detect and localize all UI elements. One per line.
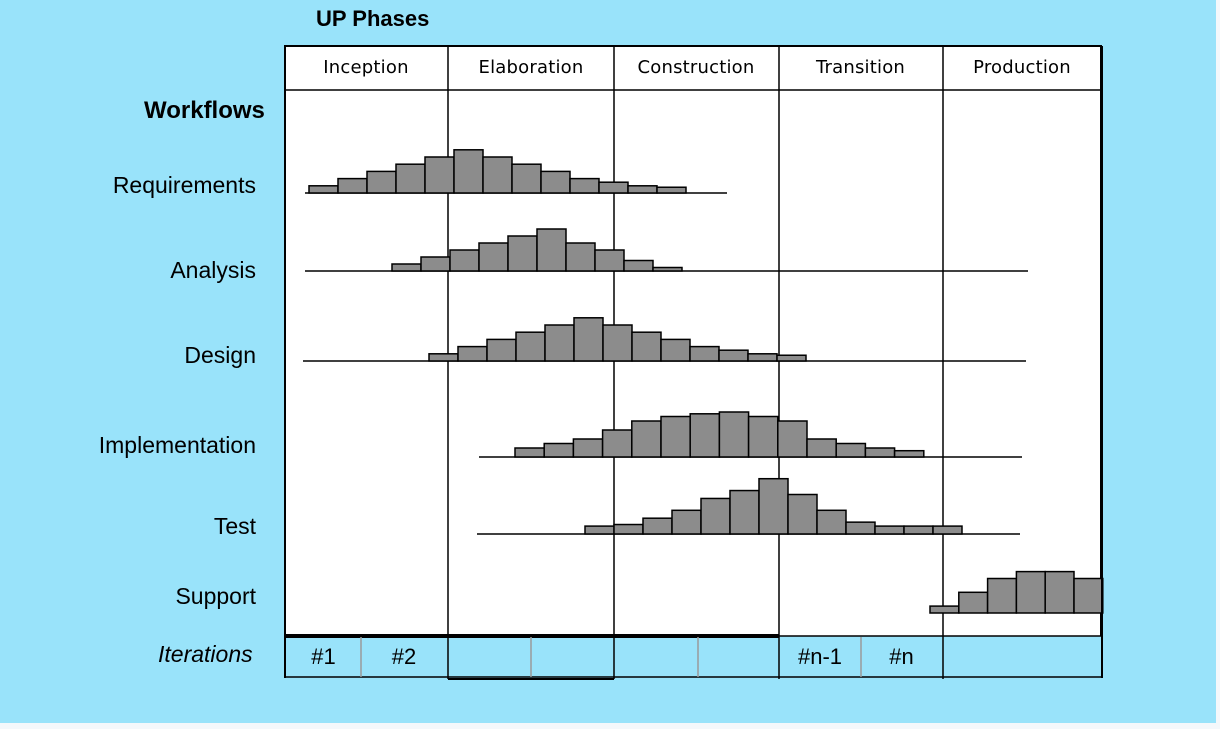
histogram-bar-implementation <box>514 447 545 458</box>
histogram-bar-requirements <box>482 156 513 194</box>
histogram-bar-analysis <box>623 259 654 272</box>
histogram-bar-design <box>515 331 546 362</box>
histogram-bar-test <box>903 525 934 535</box>
histogram-bar-test <box>816 509 847 535</box>
histogram-bar-test <box>845 521 876 535</box>
histogram-bar-implementation <box>543 442 575 458</box>
phase-label-production: Production <box>973 57 1071 78</box>
histogram-bar-support <box>1044 570 1075 614</box>
histogram-bar-requirements <box>656 186 687 194</box>
histogram-bar-implementation <box>864 447 896 458</box>
workflow-label-design: Design <box>184 342 256 368</box>
histogram-bar-design <box>689 345 720 362</box>
histogram-bar-support <box>1015 570 1046 614</box>
histogram-bar-analysis <box>652 266 683 272</box>
histogram-bar-design <box>631 331 662 362</box>
histogram-bar-test <box>642 517 673 535</box>
histogram-bar-design <box>747 353 778 362</box>
histogram-bar-design <box>457 345 488 362</box>
histogram-bar-requirements <box>308 185 339 194</box>
workflow-label-analysis: Analysis <box>170 257 256 283</box>
iterations-label: Iterations <box>158 641 253 667</box>
iteration-label-1: #1 <box>311 644 336 669</box>
histogram-bar-support <box>1073 577 1104 614</box>
histogram-bar-test <box>729 489 760 535</box>
histogram-bar-analysis <box>420 256 451 272</box>
histogram-bar-implementation <box>893 449 925 458</box>
histogram-bar-requirements <box>366 170 397 194</box>
iteration-label-2: #2 <box>391 644 417 669</box>
histogram-bar-design <box>718 349 749 362</box>
histogram-bar-design <box>573 317 604 362</box>
histogram-bar-design <box>602 324 633 362</box>
histogram-bar-analysis <box>391 263 422 272</box>
histogram-bar-analysis <box>449 249 480 272</box>
histogram-bar-implementation <box>747 415 779 458</box>
workflows-heading: Workflows <box>144 97 265 124</box>
histogram-bar-design <box>660 338 691 362</box>
histogram-bar-requirements <box>598 181 629 194</box>
histogram-bar-requirements <box>627 185 658 194</box>
phase-label-inception: Inception <box>323 57 409 78</box>
histogram-bar-analysis <box>536 228 567 272</box>
iterations-strip <box>285 636 1102 677</box>
iteration-label-n-minus-1: #n-1 <box>797 644 843 669</box>
histogram-bar-requirements <box>540 170 571 194</box>
histogram-bar-test <box>874 525 905 535</box>
histogram-bar-implementation <box>806 438 837 458</box>
histogram-bar-implementation <box>572 438 604 458</box>
histogram-bar-analysis <box>565 242 596 272</box>
histogram-bar-test <box>932 525 963 535</box>
histogram-bar-implementation <box>601 429 633 458</box>
histogram-bar-support <box>986 577 1018 614</box>
histogram-bar-requirements <box>453 149 484 194</box>
histogram-bar-analysis <box>507 235 538 272</box>
histogram-bar-test <box>584 525 615 535</box>
histogram-bar-analysis <box>478 242 509 272</box>
histogram-bar-support <box>929 605 960 614</box>
histogram-bar-implementation <box>660 415 691 458</box>
histogram-bar-test <box>700 497 731 535</box>
histogram-bar-requirements <box>511 163 542 194</box>
diagram-title: UP Phases <box>316 6 430 31</box>
histogram-bar-implementation <box>631 420 662 458</box>
phase-label-construction: Construction <box>637 57 755 78</box>
workflow-label-support: Support <box>175 583 256 609</box>
histogram-bar-implementation <box>718 411 750 458</box>
workflow-label-test: Test <box>213 513 256 539</box>
histogram-bar-design <box>776 354 807 362</box>
histogram-bar-requirements <box>337 177 368 194</box>
histogram-bar-test <box>613 523 644 535</box>
histogram-bar-design <box>486 338 517 362</box>
histogram-bar-design <box>544 324 575 362</box>
histogram-bar-support <box>958 591 989 614</box>
histogram-bar-test <box>758 477 789 535</box>
phase-label-elaboration: Elaboration <box>478 57 584 78</box>
histogram-bar-requirements <box>395 163 426 194</box>
workflow-label-requirements: Requirements <box>112 172 256 198</box>
histogram-bar-requirements <box>424 156 455 194</box>
iteration-label-n: #n <box>889 644 914 669</box>
histogram-bar-implementation <box>689 413 721 458</box>
workflow-label-implementation: Implementation <box>98 432 256 458</box>
histogram-bar-analysis <box>594 249 625 272</box>
histogram-bar-design <box>428 353 459 362</box>
histogram-bar-implementation <box>777 420 808 458</box>
phase-label-transition: Transition <box>815 57 906 78</box>
histogram-bar-test <box>787 493 818 535</box>
histogram-bar-test <box>671 509 702 535</box>
histogram-bar-implementation <box>835 442 867 458</box>
histogram-bar-requirements <box>569 177 600 194</box>
